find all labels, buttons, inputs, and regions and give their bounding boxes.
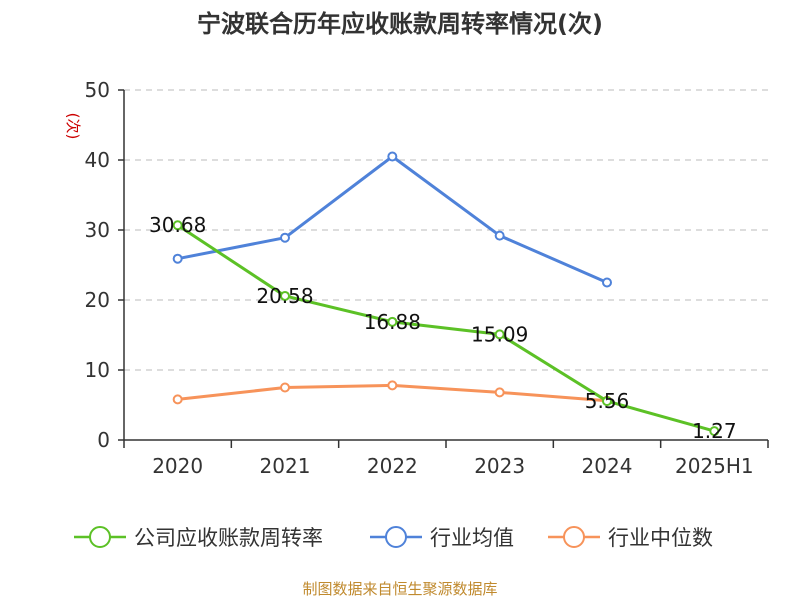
series-lines <box>172 151 720 437</box>
data-point <box>387 380 398 391</box>
data-point <box>280 382 290 393</box>
series-line <box>176 223 715 433</box>
y-tick-label: 20 <box>85 288 110 312</box>
y-tick-label: 40 <box>85 148 110 172</box>
data-point <box>494 230 505 241</box>
legend-marker <box>89 526 111 548</box>
legend-label: 行业中位数 <box>608 526 713 550</box>
data-labels: 30.68 20.58 16.88 15.09 5.56 1.27 <box>149 213 737 443</box>
y-tick-label: 50 <box>85 78 110 102</box>
data-point <box>280 232 290 243</box>
legend-marker <box>563 526 585 548</box>
chart-title: 宁波联合历年应收账款周转率情况(次) <box>197 10 603 38</box>
legend: 公司应收账款周转率 行业均值 行业中位数 <box>74 526 713 550</box>
y-tick-label: 30 <box>85 218 110 242</box>
data-point <box>602 396 612 407</box>
source-note: 制图数据来自恒生聚源数据库 <box>302 580 497 598</box>
legend-label: 公司应收账款周转率 <box>134 526 323 550</box>
y-tick-label: 0 <box>97 428 110 452</box>
data-point <box>709 426 720 437</box>
y-unit-label: (次) <box>64 113 82 140</box>
grid-lines <box>124 89 768 371</box>
y-tick-label: 10 <box>85 358 110 382</box>
data-label: 16.88 <box>364 310 421 334</box>
data-label: 5.56 <box>585 389 630 413</box>
data-point <box>172 220 183 231</box>
legend-marker <box>385 526 407 548</box>
legend-item: 公司应收账款周转率 <box>74 526 323 550</box>
data-point <box>172 253 183 264</box>
legend-item: 行业中位数 <box>548 526 713 550</box>
x-tick-label: 2024 <box>582 454 633 478</box>
x-tick-label: 2020 <box>152 454 203 478</box>
data-point <box>494 387 505 398</box>
data-point <box>280 290 290 301</box>
data-label: 1.27 <box>692 419 737 443</box>
data-point <box>602 277 612 288</box>
data-label: 15.09 <box>471 322 528 346</box>
data-point <box>172 394 183 405</box>
data-point <box>387 316 398 327</box>
x-tick-label: 2022 <box>367 454 418 478</box>
data-point <box>387 151 398 162</box>
legend-label: 行业均值 <box>430 526 514 550</box>
axes: 0 10 20 30 40 50 2020 2021 2022 2023 2024 2025H1 <box>85 78 769 478</box>
data-point <box>494 329 505 340</box>
x-tick-label: 2023 <box>474 454 525 478</box>
x-tick-label: 2021 <box>260 454 311 478</box>
legend-item: 行业均值 <box>370 526 514 550</box>
series-line <box>177 155 608 284</box>
data-label: 30.68 <box>149 213 206 237</box>
data-label: 20.58 <box>256 284 313 308</box>
x-tick-label: 2025H1 <box>675 454 754 478</box>
